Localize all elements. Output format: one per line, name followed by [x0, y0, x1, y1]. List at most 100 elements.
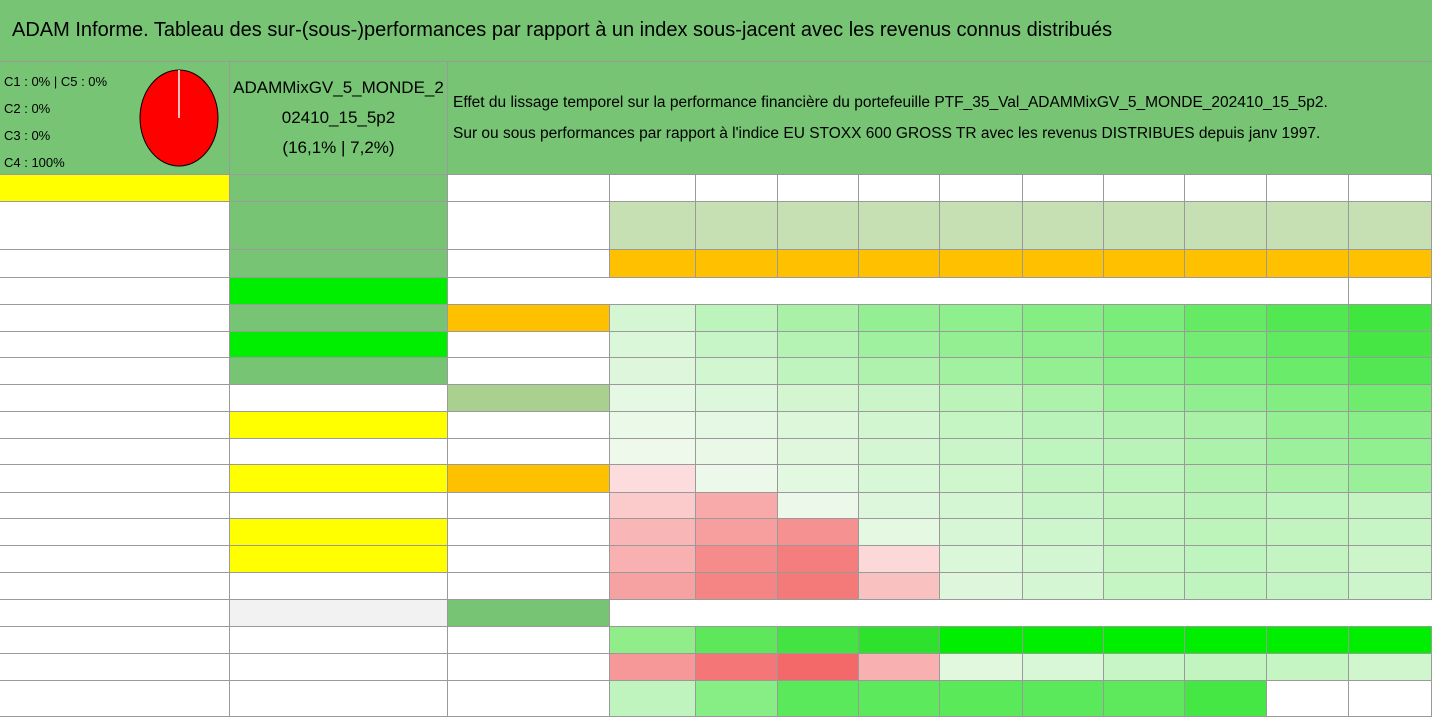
probability-value: [940, 358, 1023, 385]
stat-value: [696, 654, 778, 681]
probability-value: [1185, 493, 1267, 519]
holding-row-label: [0, 358, 230, 385]
probability-value: [696, 519, 778, 546]
probability-value: [1023, 546, 1104, 573]
portfolio-info-cell: [230, 439, 448, 465]
probability-value: [610, 465, 696, 493]
probability-value: [1267, 493, 1349, 519]
stat-value: [1185, 681, 1267, 717]
volatility-value: [859, 250, 940, 278]
stat-label: [448, 681, 610, 717]
volatility-value: [1185, 250, 1267, 278]
probability-value: [1104, 465, 1185, 493]
holding-row-label: [0, 519, 230, 546]
probability-value: [610, 546, 696, 573]
probability-value: [778, 385, 859, 412]
stat-value: [1185, 627, 1267, 654]
empty-cell: [1349, 278, 1432, 305]
annualized-return-value: [696, 202, 778, 250]
probability-value: [778, 519, 859, 546]
stat-value: [1349, 654, 1432, 681]
annualized-return-value: [1023, 202, 1104, 250]
annualized-return-value: [1104, 202, 1185, 250]
probability-value: [1349, 546, 1432, 573]
year-header: [778, 175, 859, 202]
stat-value: [1104, 627, 1185, 654]
blank-green-cell: [448, 600, 610, 627]
portfolio-info-cell: [230, 305, 448, 332]
probability-value: [859, 439, 940, 465]
probability-value: [610, 358, 696, 385]
probability-value: [610, 412, 696, 439]
holding-row-label: [0, 412, 230, 439]
holding-row-label: [0, 278, 230, 305]
volatility-value: [1267, 250, 1349, 278]
stat-value: [859, 654, 940, 681]
stat-value: [1023, 627, 1104, 654]
volatility-label: [448, 250, 610, 278]
annualized-return-value: [610, 202, 696, 250]
probability-value: [610, 573, 696, 600]
probability-value: [1104, 519, 1185, 546]
portfolio-info-cell: [230, 627, 448, 654]
probability-threshold: [448, 546, 610, 573]
stat-value: [1104, 654, 1185, 681]
pie-label-c2: C2 : 0%: [4, 101, 51, 116]
stat-label: [448, 654, 610, 681]
portfolio-info-cell: [230, 412, 448, 439]
probability-value: [1023, 493, 1104, 519]
probability-section-title: [448, 278, 1349, 305]
portfolio-info-cell: [230, 202, 448, 250]
probability-value: [1185, 465, 1267, 493]
holding-row-label: [0, 439, 230, 465]
probability-value: [1104, 573, 1185, 600]
stat-value: [610, 627, 696, 654]
holding-row-label: [0, 681, 230, 717]
probability-threshold: [448, 439, 610, 465]
probability-threshold: [448, 573, 610, 600]
probability-value: [1104, 439, 1185, 465]
probability-value: [859, 546, 940, 573]
portfolio-info-cell: [230, 278, 448, 305]
holding-duration-label: [448, 175, 610, 202]
probability-value: [1349, 439, 1432, 465]
probability-value: [610, 305, 696, 332]
stat-value: [696, 681, 778, 717]
probability-value: [1023, 412, 1104, 439]
probability-value: [778, 305, 859, 332]
holding-row-label: [0, 250, 230, 278]
holding-row-label: [0, 465, 230, 493]
probability-value: [1349, 519, 1432, 546]
probability-value: [1185, 439, 1267, 465]
year-header: [940, 175, 1023, 202]
stat-value: [778, 654, 859, 681]
probability-value: [859, 332, 940, 358]
probability-value: [1104, 412, 1185, 439]
probability-value: [1185, 305, 1267, 332]
stat-value: [940, 627, 1023, 654]
stat-value: [1185, 654, 1267, 681]
probability-value: [1349, 358, 1432, 385]
annualized-return-value: [1267, 202, 1349, 250]
volatility-value: [696, 250, 778, 278]
probability-value: [859, 305, 940, 332]
year-header: [1104, 175, 1185, 202]
volatility-value: [778, 250, 859, 278]
stat-value: [859, 681, 940, 717]
probability-value: [1023, 305, 1104, 332]
volatility-value: [1023, 250, 1104, 278]
ptf-label: [0, 175, 230, 202]
holding-row-label: [0, 654, 230, 681]
year-header: [1349, 175, 1432, 202]
probability-threshold: [448, 385, 610, 412]
holding-row-label: [0, 385, 230, 412]
stat-value: [940, 654, 1023, 681]
portfolio-info-cell: [230, 358, 448, 385]
probability-value: [778, 412, 859, 439]
probability-value: [940, 439, 1023, 465]
stat-value: [1349, 681, 1432, 717]
allocation-pie-chart: [139, 69, 219, 167]
stat-value: [778, 627, 859, 654]
probability-value: [1267, 305, 1349, 332]
pie-label-c4: C4 : 100%: [4, 155, 65, 170]
